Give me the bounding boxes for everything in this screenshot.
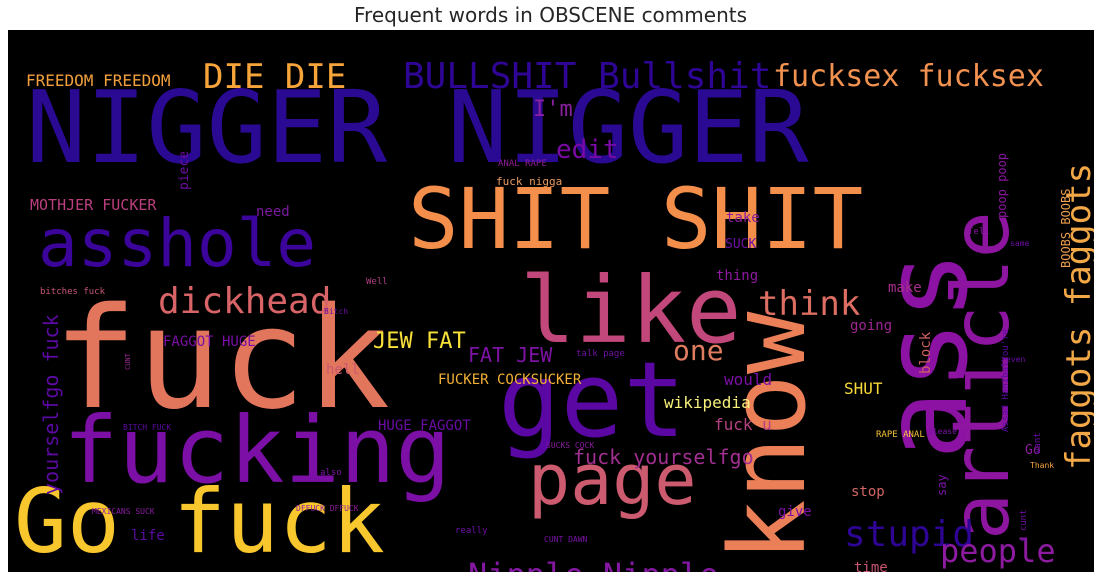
word-mark: need [256, 204, 290, 220]
word-mark: NIGGER NIGGER [26, 69, 809, 186]
word-mark: going [850, 318, 892, 334]
word-mark: stop [851, 484, 885, 500]
word-mark: wikipedia [664, 393, 751, 412]
word-mark: think [758, 284, 860, 324]
word-mark: yourselfgo fuck [39, 314, 63, 495]
word-mark: BULLSHIT Bullshit [403, 56, 771, 97]
word-mark: fucking [63, 397, 451, 504]
word-mark: Go [1025, 443, 1041, 458]
word-mark: want [1033, 432, 1043, 454]
word-mark: edit [556, 135, 619, 165]
word-mark: please [928, 427, 957, 436]
word-mark: CUNT DAWN [544, 535, 588, 544]
word-mark: ANAL RAPE [498, 159, 547, 169]
word-mark: even [1006, 355, 1025, 364]
word-mark: hell [326, 362, 360, 378]
word-mark: bitches fuck [40, 287, 106, 297]
word-mark: SUCK [725, 237, 756, 252]
word-mark: fuck yourselfgo [573, 445, 754, 469]
word-mark: DFFUCK DFFUCK [296, 504, 359, 513]
word-mark: FAGGOT HUGE [163, 334, 256, 350]
word-mark: fuck [53, 278, 390, 441]
word-mark: poop poop [995, 153, 1009, 218]
wordcloud-svg: NIGGER NIGGER fuck Go fuck SHIT SHIT fucking… [14, 56, 1094, 572]
word-mark: Thank [1030, 461, 1054, 470]
word-mark: RAPE ANAL [876, 430, 925, 440]
word-mark: I'm [533, 97, 573, 122]
word-mark: page [528, 439, 697, 521]
word-mark: fuck u [714, 415, 772, 434]
word-mark: BOOBS BOOBS [1059, 189, 1073, 268]
word-mark: HUGE FAGGOT [378, 418, 471, 434]
word-mark: get [498, 339, 686, 461]
word-mark: dickhead [158, 281, 331, 322]
word-mark: stupid [844, 514, 974, 555]
word-mark: JEW FAT [373, 329, 466, 354]
word-mark: Well [366, 277, 388, 287]
word-mark: people [940, 532, 1056, 570]
word-mark: know [707, 311, 829, 562]
word-mark: Nipple Nipple [468, 556, 718, 572]
word-mark: say [935, 474, 949, 496]
word-mark: would [724, 370, 772, 389]
word-mark: one [673, 334, 724, 367]
word-mark: FAT JEW [468, 343, 553, 367]
word-mark: take [726, 210, 760, 226]
word-mark: fuck nigga [496, 175, 562, 188]
word-mark: time [854, 560, 888, 572]
word-mark: thing [716, 268, 758, 284]
word-mark: asshole [38, 205, 316, 282]
word-mark: Go fuck [14, 470, 385, 572]
word-mark: article [937, 211, 1027, 540]
chart-title: Frequent words in OBSCENE comments [353, 3, 748, 27]
word-mark: really [455, 526, 488, 536]
word-mark: like [520, 257, 742, 364]
word-mark: also [320, 468, 342, 478]
word-mark: DIE DIE [203, 57, 346, 97]
word-mark: faggots faggots [1059, 163, 1094, 470]
word-mark: u cunt [1019, 509, 1029, 542]
word-mark: SUCKS COCK [546, 441, 594, 450]
word-mark: same [1010, 239, 1029, 248]
word-mark: FREEDOM FREEDOM [26, 71, 171, 90]
word-mark: ass [859, 250, 994, 460]
word-mark: MOTHJER FUCKER [30, 196, 157, 214]
word-mark: fucksex fucksex [773, 59, 1044, 94]
word-mark: Bitch [324, 307, 348, 316]
word-mark: SHIT SHIT [408, 170, 863, 268]
wordcloud-canvas: NIGGER NIGGER fuck Go fuck SHIT SHIT fucking… [8, 30, 1094, 572]
word-mark: life [131, 528, 165, 544]
word-mark: MEXICANS SUCK [92, 507, 155, 516]
word-mark: Tell [968, 227, 990, 237]
word-mark: CUNT [124, 352, 132, 370]
word-mark: Assad HanibalYou're [1001, 329, 1011, 432]
word-mark: make [888, 280, 922, 296]
word-mark: FUCKER COCKSUCKER [438, 372, 582, 388]
word-mark: BITCH FUCK [123, 423, 171, 432]
word-mark: piece [177, 151, 192, 190]
word-mark: SHUT [844, 379, 883, 398]
word-mark: talk page [576, 349, 625, 359]
word-mark: give [778, 504, 812, 520]
word-mark: block [918, 331, 934, 374]
